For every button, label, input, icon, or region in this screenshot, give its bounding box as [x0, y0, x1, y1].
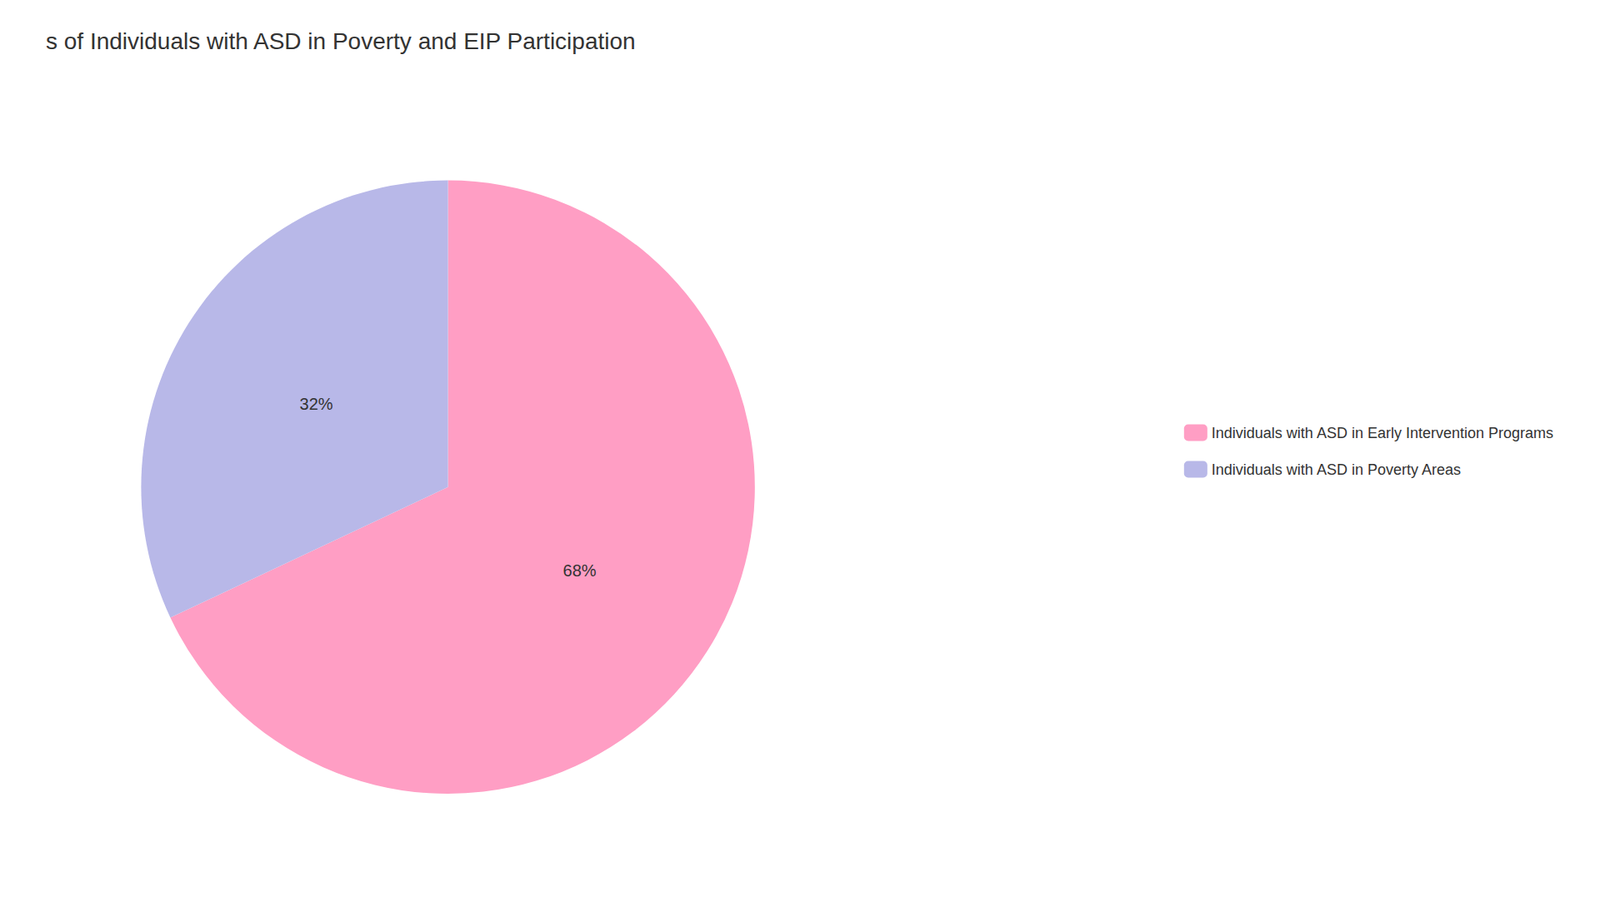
svg-text:Individuals with ASD in Povert: Individuals with ASD in Poverty Areas — [1211, 461, 1461, 479]
svg-text:Individuals with ASD in Early: Individuals with ASD in Early Interventi… — [1211, 425, 1554, 442]
svg-text:32%: 32% — [300, 395, 334, 414]
svg-text:68%: 68% — [563, 561, 597, 580]
svg-text:s of Individuals with ASD in P: s of Individuals with ASD in Poverty and… — [45, 28, 636, 55]
